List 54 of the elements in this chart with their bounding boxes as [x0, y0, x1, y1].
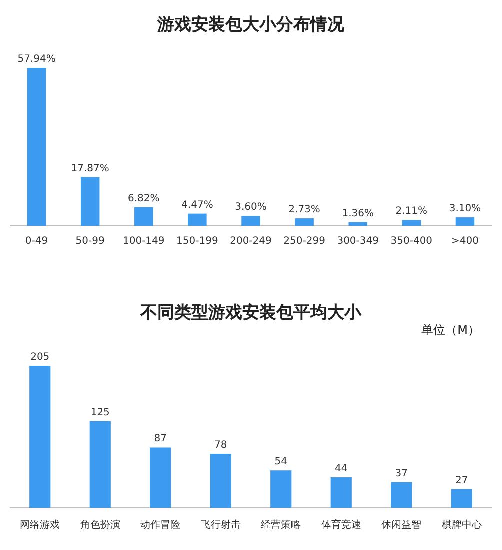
x-tick-label: 350-400	[390, 236, 433, 247]
x-tick-label: 200-249	[230, 236, 272, 247]
bar	[210, 454, 232, 508]
bar	[80, 177, 100, 226]
data-label: 44	[335, 464, 348, 475]
bar	[188, 214, 207, 226]
data-label: 54	[274, 456, 288, 468]
chart-title: 不同类型游戏安装包平均大小	[140, 303, 362, 323]
data-label: 2.73%	[288, 204, 320, 216]
x-tick-label: 棋牌中心	[442, 519, 482, 531]
data-label: 78	[214, 440, 228, 451]
data-label: 6.82%	[128, 193, 160, 204]
bar	[30, 366, 51, 508]
bar	[27, 68, 46, 226]
bar	[270, 470, 292, 508]
text: 单位（M）	[422, 323, 480, 337]
x-tick-label: 经营策略	[261, 519, 302, 531]
data-label: 1.36%	[342, 208, 374, 220]
bar	[150, 448, 172, 508]
bar	[330, 478, 352, 508]
x-tick-label: 角色扮演	[80, 519, 120, 531]
x-tick-label: 300-349	[337, 236, 380, 247]
data-label: 27	[456, 475, 468, 486]
data-label: 125	[90, 407, 110, 418]
bar	[348, 222, 368, 226]
x-tick-label: 250-299	[284, 236, 326, 247]
x-tick-label: 网络游戏	[20, 519, 60, 531]
x-tick-label: 飞行射击	[200, 519, 241, 531]
data-label: 2.11%	[396, 206, 428, 218]
bar	[391, 482, 412, 508]
x-tick-label: 50-99	[76, 236, 105, 247]
bar	[295, 218, 314, 226]
data-label: 17.87%	[71, 163, 110, 174]
bar	[90, 421, 111, 508]
x-tick-label: 150-199	[176, 236, 218, 247]
bar	[242, 216, 260, 226]
x-tick-label: 100-149	[122, 236, 165, 247]
x-tick-label: 0-49	[25, 236, 48, 247]
x-tick-label: >400	[451, 236, 479, 247]
data-label: 57.94%	[18, 54, 56, 65]
bar	[134, 207, 154, 226]
x-tick-label: 体育竞速	[321, 519, 362, 531]
data-label: 87	[154, 434, 167, 445]
chart-title: 游戏安装包大小分布情况	[156, 15, 346, 35]
data-label: 3.60%	[235, 202, 267, 214]
bar	[451, 489, 472, 508]
x-tick-label: 动作冒险	[140, 519, 181, 531]
x-tick-label: 休闲益智	[382, 519, 422, 531]
data-label: 37	[395, 468, 408, 480]
bar	[402, 220, 422, 226]
data-label: 205	[30, 352, 50, 363]
bar	[456, 218, 475, 226]
data-label: 4.47%	[182, 200, 214, 211]
data-label: 3.10%	[449, 204, 482, 215]
